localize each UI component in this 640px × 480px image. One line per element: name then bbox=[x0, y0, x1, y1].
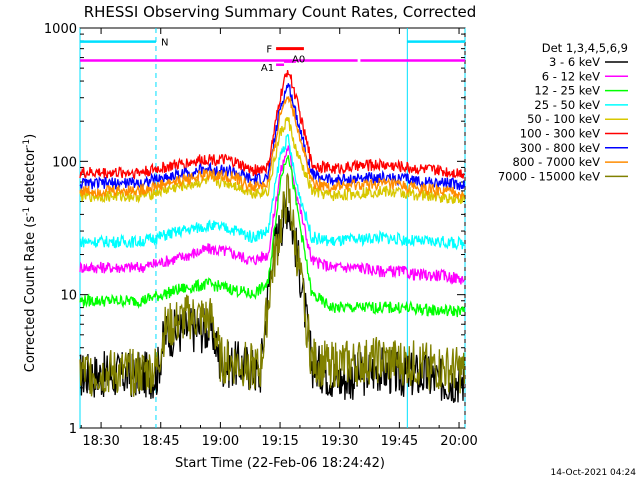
x-axis-label: Start Time (22-Feb-06 18:24:42) bbox=[175, 456, 385, 471]
x-tick-label-4: 19:30 bbox=[321, 434, 358, 449]
legend-label-8: 7000 - 15000 keV bbox=[498, 169, 600, 183]
series-12-25-kev bbox=[79, 155, 466, 318]
y-axis-label-sup2: -1 bbox=[22, 139, 32, 148]
series-25-50-kev bbox=[79, 133, 465, 251]
legend-label-1: 6 - 12 keV bbox=[542, 69, 600, 83]
y-tick-label-2: 100 bbox=[52, 155, 77, 170]
y-axis-label-end: ) bbox=[23, 134, 38, 139]
legend-label-0: 3 - 6 keV bbox=[549, 55, 600, 69]
series-100-300-kev bbox=[79, 69, 465, 180]
flag-label-a1: A1 bbox=[261, 63, 274, 74]
y-axis-label-main: Corrected Count Rate (s bbox=[23, 216, 38, 373]
legend-label-7: 800 - 7000 keV bbox=[512, 155, 600, 169]
x-tick-label-2: 19:00 bbox=[202, 434, 239, 449]
legend-label-5: 100 - 300 keV bbox=[520, 127, 600, 141]
x-tick-label-0: 18:30 bbox=[82, 434, 119, 449]
y-tick-label-3: 1000 bbox=[44, 22, 77, 37]
x-tick-label-3: 19:15 bbox=[261, 434, 298, 449]
x-tick-label-1: 18:45 bbox=[142, 434, 179, 449]
y-axis-label-mid: detector bbox=[23, 147, 38, 207]
series-800-7000-kev bbox=[79, 96, 465, 201]
x-tick-label-5: 19:45 bbox=[381, 434, 418, 449]
y-axis-label: Corrected Count Rate (s-1 detector-1) bbox=[22, 134, 38, 372]
legend-header: Det 1,3,4,5,6,9 bbox=[542, 41, 628, 55]
flag-label-n: N bbox=[161, 38, 168, 49]
svg-text:Corrected Count Rate (s-1 dete: Corrected Count Rate (s-1 detector-1) bbox=[22, 134, 38, 372]
flag-label-f: F bbox=[266, 45, 272, 56]
legend-label-3: 25 - 50 keV bbox=[534, 98, 600, 112]
series-7000-15000-kev bbox=[79, 172, 466, 397]
series-6-12-kev bbox=[79, 145, 465, 285]
y-tick-label-1: 10 bbox=[60, 289, 77, 304]
x-tick-label-6: 20:00 bbox=[440, 434, 477, 449]
legend-label-2: 12 - 25 keV bbox=[534, 84, 600, 98]
plot-area: 18:30 18:45 19:00 19:15 19:30 19:45 20:00 1 10 10… bbox=[44, 22, 478, 449]
y-axis-label-sup1: -1 bbox=[22, 207, 32, 216]
y-tick-label-0: 1 bbox=[69, 422, 77, 437]
flag-label-a0: A0 bbox=[292, 55, 305, 66]
legend-label-4: 50 - 100 keV bbox=[527, 112, 600, 126]
legend-label-6: 300 - 800 keV bbox=[520, 141, 600, 155]
chart-title: RHESSI Observing Summary Count Rates, Co… bbox=[84, 3, 477, 21]
footer-timestamp: 14-Oct-2021 04:24 bbox=[551, 468, 637, 478]
